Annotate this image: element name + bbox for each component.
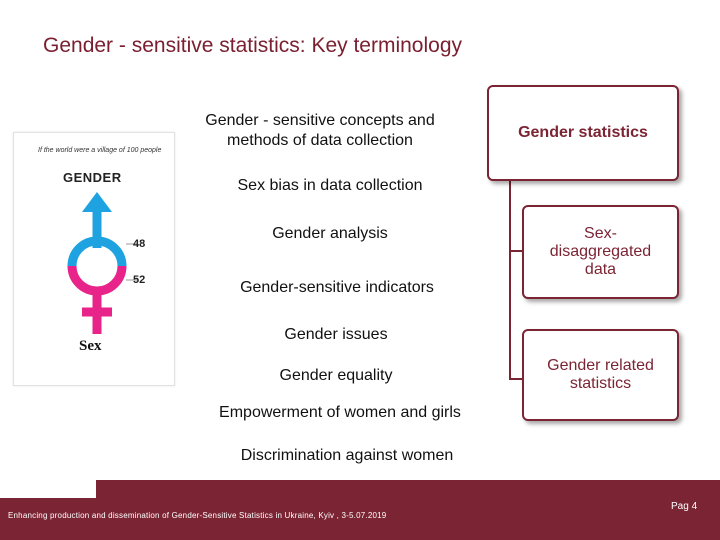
title-subtitle: Key terminology (311, 34, 463, 57)
page-title: Gender - sensitive statistics: Key termi… (43, 34, 462, 58)
term-discrimination: Discrimination against women (240, 447, 454, 464)
term-line-2: methods of data collection (227, 132, 413, 149)
title-main: Gender - sensitive statistics: (43, 34, 306, 57)
term-empowerment: Empowerment of women and girls (219, 404, 461, 421)
box-sex-label-2: disaggregated (549, 243, 652, 260)
footer-bar (0, 480, 720, 540)
term-gender-indicators: Gender-sensitive indicators (240, 279, 434, 296)
female-half-circle (67, 265, 127, 296)
term-gender-analysis: Gender analysis (272, 225, 388, 242)
box-related-label-1: Gender related (547, 357, 654, 374)
poster-caption: If the world were a village of 100 peopl… (38, 147, 162, 154)
poster-heading: GENDER (63, 170, 122, 185)
footer-notch (0, 480, 96, 498)
term-gender-issues: Gender issues (284, 326, 388, 343)
box-sex-disaggregated-data: Sex- disaggregated data (522, 205, 679, 299)
female-count: 52 (133, 274, 146, 286)
footer-text: Enhancing production and dissemination o… (8, 511, 387, 520)
box-gender-statistics: Gender statistics (487, 85, 679, 181)
box-sex-label-3: data (584, 261, 617, 278)
box-related-label-2: statistics (569, 375, 632, 392)
male-arrow-head (82, 192, 112, 212)
male-count: 48 (133, 238, 146, 250)
box-gender-statistics-label: Gender statistics (518, 124, 648, 141)
term-gender-sensitive-concepts: Gender - sensitive concepts and methods … (190, 111, 450, 151)
box-sex-label-1: Sex- (584, 225, 617, 242)
page-number: Pag 4 (671, 501, 698, 512)
gender-poster (13, 132, 175, 386)
term-line-1: Gender - sensitive concepts and (205, 112, 435, 129)
box-connector (509, 170, 533, 380)
male-half-circle (67, 236, 127, 267)
term-sex-bias: Sex bias in data collection (237, 177, 423, 194)
gender-symbol-icon (67, 192, 138, 334)
term-gender-equality: Gender equality (279, 367, 393, 384)
box-gender-related-statistics: Gender related statistics (522, 329, 679, 421)
sex-label: Sex (79, 338, 102, 354)
